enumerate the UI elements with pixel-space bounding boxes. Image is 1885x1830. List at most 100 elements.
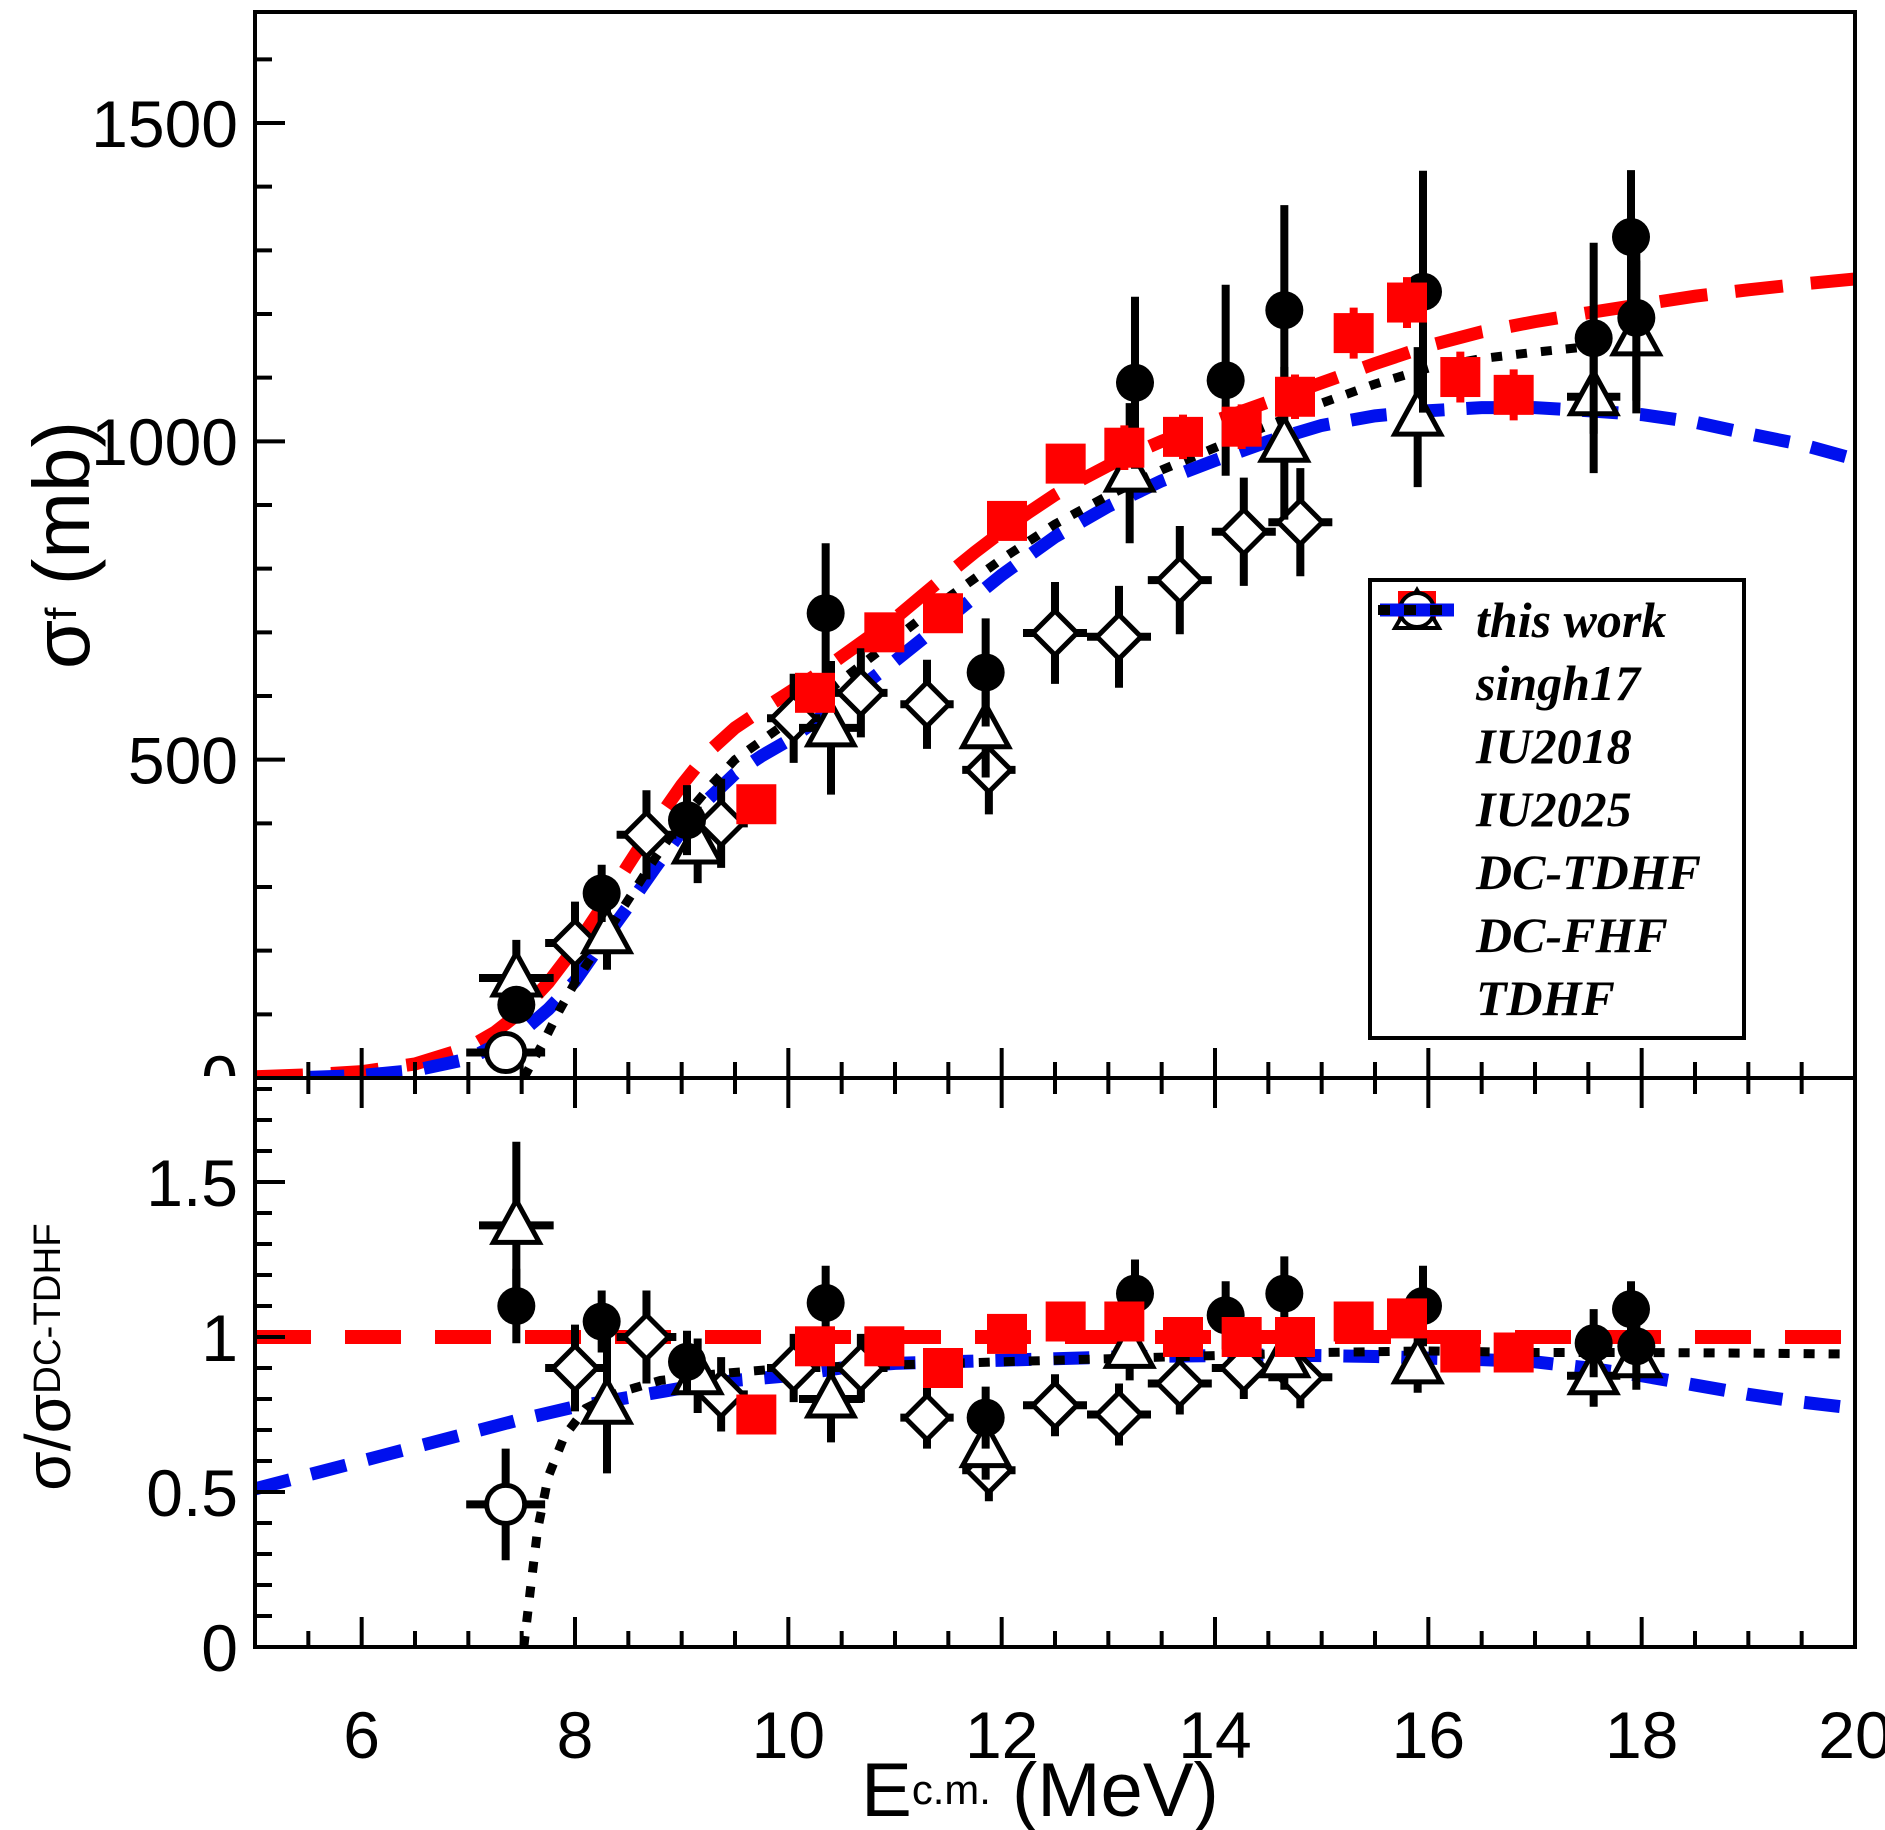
tick-label: 6 [343, 1698, 380, 1772]
marker-circle [582, 874, 621, 913]
legend-label: IU2018 [1476, 717, 1632, 774]
marker-circle [497, 985, 536, 1024]
legend-item-iu2018: IU2018 [1372, 593, 1742, 776]
marker-circle [1206, 361, 1245, 400]
legend-label: TDHF [1476, 970, 1615, 1027]
marker-diamond [1093, 1388, 1145, 1441]
top-y-tick-labels: 0 500 1000 1500 [91, 87, 238, 1116]
marker-diamond [901, 1392, 953, 1444]
tick-label: 14 [1178, 1698, 1251, 1772]
marker-triangle [1102, 1319, 1157, 1369]
marker-circle [806, 1283, 845, 1322]
marker-triangle [1257, 413, 1312, 463]
marker-circle [1617, 298, 1656, 337]
tick-label: 1500 [91, 87, 238, 161]
marker-square [1333, 313, 1374, 354]
series-singh17 [479, 260, 1664, 1480]
axis-ticks [253, 57, 1857, 1649]
marker-square [1440, 357, 1481, 398]
bottom-y-tick-labels: 0 0.5 1 1.5 [146, 1146, 238, 1685]
marker-square [1104, 427, 1145, 468]
legend-item-dc-fhf: DC-FHF [1372, 603, 1742, 965]
marker-triangle [579, 1374, 635, 1425]
marker-square [1104, 1301, 1145, 1342]
tick-label: 18 [1605, 1698, 1678, 1772]
marker-triangle [803, 697, 859, 748]
marker-diamond [901, 678, 953, 730]
marker-circle [1574, 1324, 1613, 1363]
marker-square [1045, 1301, 1086, 1342]
curve-ratio-TDHF [519, 1346, 1855, 1647]
tick-label: 16 [1392, 1698, 1465, 1772]
marker-diamond [1154, 554, 1206, 606]
marker-square [1333, 1301, 1374, 1342]
tick-label: 20 [1818, 1698, 1885, 1772]
marker-square [1275, 1317, 1315, 1357]
marker-circle [668, 1342, 706, 1381]
series-this-work [736, 277, 1534, 1435]
legend-label: IU2025 [1476, 780, 1632, 837]
marker-diamond [1218, 506, 1270, 558]
tick-label: 0.5 [146, 1456, 238, 1530]
series-IU2018 [497, 170, 1656, 1449]
marker-circle [1116, 363, 1154, 402]
marker-circle [806, 594, 845, 633]
marker-square [987, 500, 1027, 541]
marker-square [1045, 443, 1086, 484]
marker-diamond [549, 1342, 601, 1394]
tick-label: 10 [752, 1698, 825, 1772]
legend-label: DC-TDHF [1476, 844, 1701, 901]
marker-square [1493, 1332, 1534, 1373]
legend-item-dc-tdhf: DC-TDHF [1372, 603, 1742, 902]
tick-label: 8 [557, 1698, 594, 1772]
marker-square [864, 612, 905, 653]
marker-circle [1265, 291, 1304, 330]
marker-square [795, 672, 835, 713]
marker-diamond [1154, 1357, 1206, 1410]
marker-square [987, 1313, 1027, 1354]
legend-item-singh17: singh17 [1372, 586, 1742, 713]
marker-triangle [1390, 1334, 1445, 1385]
tick-label: 500 [128, 723, 238, 797]
tick-label: 1000 [91, 405, 238, 479]
marker-square [864, 1326, 905, 1367]
marker-triangle [489, 1195, 544, 1245]
marker-square [736, 784, 777, 825]
series-IU2025 [466, 468, 1333, 1561]
tick-label: 1 [201, 1301, 238, 1375]
marker-circle [484, 1031, 528, 1075]
marker-circle [484, 1482, 528, 1526]
tick-label: 0 [201, 1042, 238, 1116]
marker-triangle [579, 904, 635, 955]
marker-square [1275, 376, 1315, 417]
marker-square [1221, 406, 1262, 447]
marker-circle [497, 1287, 536, 1325]
marker-diamond [835, 667, 887, 719]
marker-circle [668, 801, 706, 840]
marker-square [795, 1326, 835, 1367]
legend-item-tdhf: TDHF [1372, 605, 1742, 1028]
marker-circle [1617, 1327, 1656, 1366]
marker-diamond [1093, 611, 1145, 663]
tick-label: 0 [201, 1611, 238, 1685]
marker-circle [966, 653, 1005, 692]
marker-triangle [803, 1368, 859, 1419]
marker-square [1387, 282, 1427, 323]
marker-square [1440, 1332, 1481, 1373]
marker-square [923, 1348, 963, 1388]
marker-triangle [1102, 442, 1157, 493]
marker-square [736, 1394, 777, 1435]
marker-diamond [695, 797, 747, 849]
marker-square [1387, 1298, 1427, 1339]
legend-label: this work [1476, 591, 1667, 648]
marker-square [923, 593, 963, 634]
marker-diamond [620, 809, 673, 861]
x-tick-labels: 6 8 10 12 14 16 18 20 [343, 1698, 1885, 1772]
legend-label: DC-FHF [1476, 907, 1668, 964]
marker-circle [1265, 1274, 1304, 1313]
marker-circle [1574, 319, 1613, 358]
marker-circle [1612, 1290, 1650, 1329]
marker-circle [1612, 217, 1650, 256]
